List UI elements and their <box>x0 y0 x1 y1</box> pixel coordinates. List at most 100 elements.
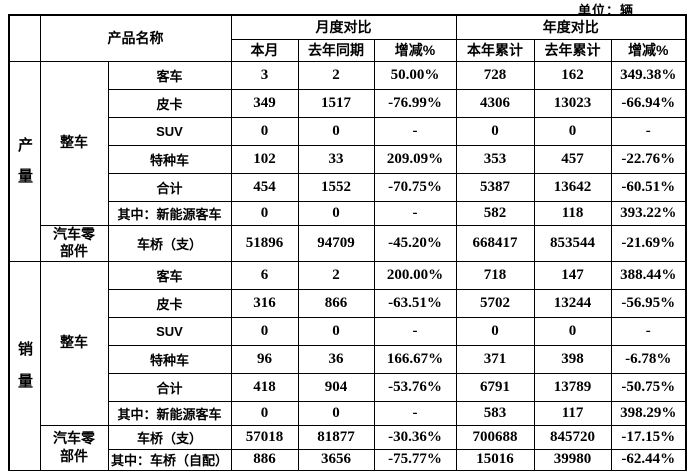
value-cell: - <box>373 316 457 346</box>
value-cell: 200.00% <box>373 260 457 290</box>
table-row: 合计 418 904 -53.76% 6791 13789 -50.75% <box>9 372 687 402</box>
value-cell: 166.67% <box>373 344 457 374</box>
table-row: SUV 0 0 - 0 0 - <box>9 316 687 346</box>
value-cell: -45.20% <box>373 224 457 262</box>
table-row: 产量 整车 客车 3 2 50.00% 728 162 349.38% <box>8 60 687 262</box>
value-cell: 845720 <box>533 424 612 450</box>
value-cell: 0 <box>455 116 535 146</box>
row-label: 合计 <box>107 172 232 202</box>
header-ytd-last-year: 去年累计 <box>533 38 612 62</box>
table-row: 其中：新能源客车 0 0 - 583 117 398.29% <box>9 400 687 426</box>
header-monthly-compare: 月度对比 <box>230 14 457 40</box>
value-cell: 0 <box>230 116 299 146</box>
value-cell: 904 <box>297 372 375 402</box>
value-cell: 0 <box>230 200 299 226</box>
value-cell: 0 <box>297 316 375 346</box>
value-cell: 0 <box>230 400 299 426</box>
value-cell: 51896 <box>230 224 299 262</box>
value-cell: 349.38% <box>610 60 687 90</box>
value-cell: 50.00% <box>373 60 457 90</box>
value-cell: -21.69% <box>610 224 687 262</box>
value-cell: - <box>373 400 457 426</box>
value-cell: 0 <box>455 316 535 346</box>
value-cell: -6.78% <box>610 344 687 374</box>
value-cell: 1552 <box>297 172 375 202</box>
value-cell: 316 <box>230 288 299 318</box>
row-label: 客车 <box>107 260 232 290</box>
value-cell: -30.36% <box>373 424 457 450</box>
value-cell: 353 <box>455 144 535 174</box>
row-label: SUV <box>107 116 232 146</box>
value-cell: 398 <box>533 344 612 374</box>
value-cell: 2 <box>297 60 375 90</box>
value-cell: -22.76% <box>610 144 687 174</box>
section-label-production: 产量 <box>8 60 41 262</box>
row-label: 车桥（支） <box>107 224 232 262</box>
table-row: 合计 454 1552 -70.75% 5387 13642 -60.51% <box>9 172 687 202</box>
header-product-name: 产品名称 <box>39 14 232 62</box>
value-cell: 39980 <box>533 448 612 471</box>
section-label-sales: 销量 <box>8 260 41 471</box>
value-cell: 1517 <box>297 88 375 118</box>
value-cell: 418 <box>230 372 299 402</box>
value-cell: 13642 <box>533 172 612 202</box>
value-cell: -56.95% <box>610 288 687 318</box>
row-label: 特种车 <box>107 344 232 374</box>
value-cell: 0 <box>533 316 612 346</box>
value-cell: -50.75% <box>610 372 687 402</box>
value-cell: - <box>610 316 687 346</box>
row-label: 车桥（支） <box>107 424 232 450</box>
value-cell: 393.22% <box>610 200 687 226</box>
table-row: 皮卡 349 1517 -76.99% 4306 13023 -66.94% <box>9 88 687 118</box>
group-label-complete-vehicle: 整车 <box>39 260 109 426</box>
value-cell: 57018 <box>230 424 299 450</box>
value-cell: -62.44% <box>610 448 687 471</box>
value-cell: 728 <box>455 60 535 90</box>
value-cell: 457 <box>533 144 612 174</box>
value-cell: - <box>373 116 457 146</box>
row-label: 特种车 <box>107 144 232 174</box>
value-cell: 81877 <box>297 424 375 450</box>
corner-cell <box>8 14 41 62</box>
value-cell: 0 <box>297 200 375 226</box>
value-cell: 118 <box>533 200 612 226</box>
table-row: 销量 整车 客车 6 2 200.00% 718 147 388.44% <box>8 260 687 471</box>
value-cell: 349 <box>230 88 299 118</box>
value-cell: 6 <box>230 260 299 290</box>
value-cell: 2 <box>297 260 375 290</box>
value-cell: 4306 <box>455 88 535 118</box>
table-row: 特种车 102 33 209.09% 353 457 -22.76% <box>9 144 687 174</box>
row-label: 其中：新能源客车 <box>107 200 232 226</box>
value-cell: 0 <box>230 316 299 346</box>
value-cell: 583 <box>455 400 535 426</box>
value-cell: 718 <box>455 260 535 290</box>
value-cell: 147 <box>533 260 612 290</box>
row-label: SUV <box>107 316 232 346</box>
value-cell: -53.76% <box>373 372 457 402</box>
value-cell: 5702 <box>455 288 535 318</box>
group-label-complete-vehicle: 整车 <box>39 60 109 226</box>
table-row: SUV 0 0 - 0 0 - <box>9 116 687 146</box>
table-row: 其中：车桥（自配） 886 3656 -75.77% 15016 39980 -… <box>9 448 687 471</box>
table-row: 汽车零部件 车桥（支） 51896 94709 -45.20% 668417 8… <box>9 224 687 262</box>
value-cell: 96 <box>230 344 299 374</box>
table-row: 特种车 96 36 166.67% 371 398 -6.78% <box>9 344 687 374</box>
value-cell: 388.44% <box>610 260 687 290</box>
row-label: 皮卡 <box>107 88 232 118</box>
value-cell: -70.75% <box>373 172 457 202</box>
header-row-1: 产品名称 月度对比 年度对比 <box>8 14 687 62</box>
header-this-month: 本月 <box>230 38 299 62</box>
value-cell: 886 <box>230 448 299 471</box>
value-cell: -63.51% <box>373 288 457 318</box>
row-label: 客车 <box>107 60 232 90</box>
value-cell: 0 <box>533 116 612 146</box>
value-cell: 5387 <box>455 172 535 202</box>
value-cell: 398.29% <box>610 400 687 426</box>
header-yearly-compare: 年度对比 <box>455 14 687 40</box>
table-row: 汽车零部件 车桥（支） 57018 81877 -30.36% 700688 8… <box>9 424 687 471</box>
value-cell: 117 <box>533 400 612 426</box>
value-cell: 13244 <box>533 288 612 318</box>
value-cell: 0 <box>297 400 375 426</box>
value-cell: 102 <box>230 144 299 174</box>
